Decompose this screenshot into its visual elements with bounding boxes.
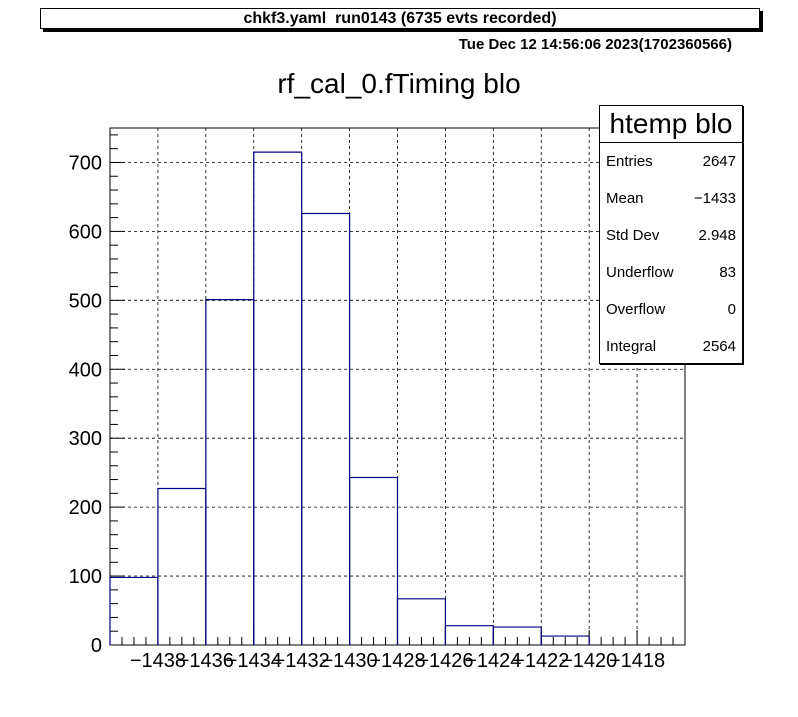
- histogram-bin: [205, 299, 255, 645]
- histogram-bin: [301, 212, 351, 645]
- x-tick-label: −1436: [178, 650, 234, 672]
- histogram-bin: [253, 151, 303, 645]
- x-tick-label: −1420: [561, 650, 617, 672]
- x-tick-label: −1430: [321, 650, 377, 672]
- timestamp-label: Tue Dec 12 14:56:06 2023(1702360566): [458, 36, 732, 53]
- stats-key: Integral: [606, 338, 657, 355]
- histogram-bin: [540, 635, 590, 645]
- stats-key: Entries: [606, 153, 653, 170]
- stats-value: 2.948: [698, 227, 736, 244]
- histogram-bin: [157, 487, 207, 645]
- stats-key: Mean: [606, 190, 644, 207]
- x-tick-label: −1434: [226, 650, 282, 672]
- stats-row-mean: Mean −1433: [606, 190, 736, 210]
- x-tick-label: −1418: [609, 650, 665, 672]
- chart-title: rf_cal_0.fTiming blo: [277, 68, 521, 99]
- histogram-bin: [109, 576, 159, 645]
- stats-row-entries: Entries 2647: [606, 153, 736, 173]
- stats-box: htemp blo Entries 2647 Mean −1433 Std De…: [599, 105, 743, 364]
- x-tick-label: −1428: [369, 650, 425, 672]
- stats-value: 2564: [702, 338, 736, 355]
- stats-row-stddev: Std Dev 2.948: [606, 227, 736, 247]
- y-tick-label: 400: [69, 359, 102, 381]
- stats-row-overflow: Overflow 0: [606, 301, 736, 321]
- stats-row-integral: Integral 2564: [606, 338, 736, 358]
- stats-row-underflow: Underflow 83: [606, 264, 736, 284]
- stats-key: Overflow: [606, 301, 666, 318]
- stats-key: Std Dev: [606, 227, 660, 244]
- x-tick-label: −1426: [417, 650, 473, 672]
- y-tick-label: 300: [69, 428, 102, 450]
- run-info-header: chkf3.yaml run0143 (6735 evts recorded): [40, 8, 760, 29]
- y-tick-label: 0: [91, 635, 102, 657]
- y-tick-label: 500: [69, 290, 102, 312]
- stats-value: −1433: [693, 190, 736, 207]
- stats-title: htemp blo: [600, 106, 742, 143]
- x-tick-label: −1422: [513, 650, 569, 672]
- stats-key: Underflow: [606, 264, 674, 281]
- x-tick-label: −1424: [465, 650, 521, 672]
- stats-value: 83: [719, 264, 736, 281]
- histogram-bin: [348, 476, 399, 645]
- stats-value: 0: [727, 301, 736, 318]
- y-tick-label: 100: [69, 566, 102, 588]
- y-tick-label: 700: [69, 152, 102, 174]
- y-tick-label: 200: [69, 497, 102, 519]
- histogram-bin: [396, 598, 447, 645]
- y-tick-label: 600: [69, 221, 102, 243]
- stats-value: 2647: [702, 153, 736, 170]
- run-info-label: chkf3.yaml run0143 (6735 evts recorded): [243, 10, 557, 27]
- x-tick-label: −1438: [130, 650, 186, 672]
- x-tick-label: −1432: [274, 650, 330, 672]
